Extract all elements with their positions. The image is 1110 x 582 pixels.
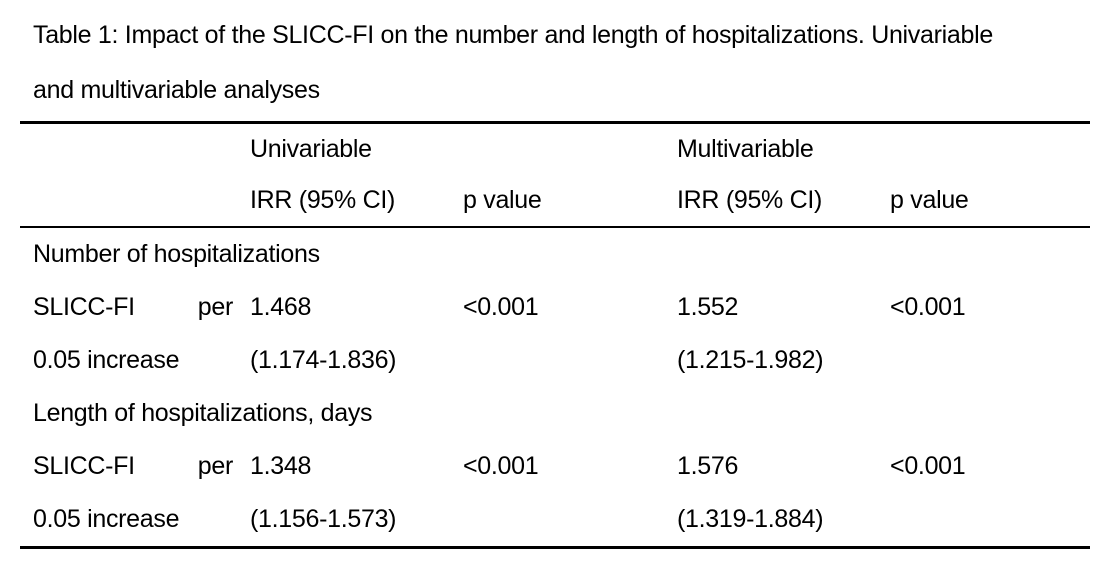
- section-header-row: Number of hospitalizations: [20, 227, 1090, 281]
- spacer-cell: [450, 493, 664, 548]
- predictor-line2: 0.05 increase: [33, 346, 180, 374]
- multivariable-ci-value: (1.319-1.884): [677, 505, 824, 533]
- ci-row: 0.05 increase (1.156-1.573) (1.319-1.884…: [20, 493, 1090, 548]
- predictor-name: SLICC-FI: [33, 293, 135, 321]
- predictor-unit-word: per: [197, 452, 234, 480]
- predictor-cell: SLICC-FI per: [20, 281, 237, 334]
- univariable-ci-value: (1.174-1.836): [250, 346, 397, 374]
- predictor-name: SLICC-FI: [33, 452, 135, 480]
- header-univariable-irr: IRR (95% CI): [237, 175, 450, 228]
- section-label-number-of-hospitalizations: Number of hospitalizations: [33, 240, 320, 268]
- caption-line-2: and multivariable analyses: [33, 76, 320, 104]
- header-multivariable: Multivariable: [677, 135, 814, 163]
- document-page: { "caption": { "line1": "Table 1: Impact…: [0, 8, 1110, 582]
- multivariable-p-value: <0.001: [890, 452, 966, 480]
- header-univariable: Univariable: [250, 135, 372, 163]
- ci-row: 0.05 increase (1.174-1.836) (1.215-1.982…: [20, 334, 1090, 387]
- predictor-cell: SLICC-FI per: [20, 440, 237, 493]
- multivariable-irr-value: 1.552: [677, 293, 739, 321]
- header-univariable-p: p value: [450, 175, 665, 228]
- univariable-p-value: <0.001: [463, 452, 539, 480]
- caption-line-1: Table 1: Impact of the SLICC-FI on the n…: [33, 21, 993, 49]
- spacer-cell: [20, 123, 237, 176]
- univariable-irr-value: 1.348: [250, 452, 312, 480]
- header-multivariable-p: p value: [877, 175, 1091, 228]
- spacer-cell: [877, 493, 1090, 548]
- section-header-row: Length of hospitalizations, days: [20, 387, 1090, 440]
- data-row: SLICC-FI per 1.348 <0.001 1.576 <0.001: [20, 440, 1090, 493]
- spacer-cell: [877, 334, 1090, 387]
- predictor-line1: SLICC-FI per: [33, 293, 237, 322]
- multivariable-irr-value: 1.576: [677, 452, 739, 480]
- multivariable-p-value: <0.001: [890, 293, 966, 321]
- table-caption: Table 1: Impact of the SLICC-FI on the n…: [33, 8, 1110, 118]
- univariable-irr-value: 1.468: [250, 293, 312, 321]
- univariable-ci-value: (1.156-1.573): [250, 505, 397, 533]
- spacer-cell: [450, 334, 664, 387]
- univariable-p-value: <0.001: [463, 293, 539, 321]
- header-group-row: Univariable Multivariable: [20, 123, 1090, 176]
- header-columns-row: IRR (95% CI) p value IRR (95% CI) p valu…: [20, 175, 1091, 228]
- data-row: SLICC-FI per 1.468 <0.001 1.552 <0.001: [20, 281, 1090, 334]
- results-table: Univariable Multivariable IRR (95% CI) p…: [20, 121, 1091, 549]
- predictor-unit-word: per: [197, 293, 234, 321]
- predictor-line1: SLICC-FI per: [33, 452, 237, 481]
- header-multivariable-irr: IRR (95% CI): [664, 175, 878, 228]
- predictor-line2: 0.05 increase: [33, 505, 180, 533]
- multivariable-ci-value: (1.215-1.982): [677, 346, 824, 374]
- spacer-cell: [20, 175, 237, 228]
- section-label-length-of-hospitalizations: Length of hospitalizations, days: [33, 399, 373, 427]
